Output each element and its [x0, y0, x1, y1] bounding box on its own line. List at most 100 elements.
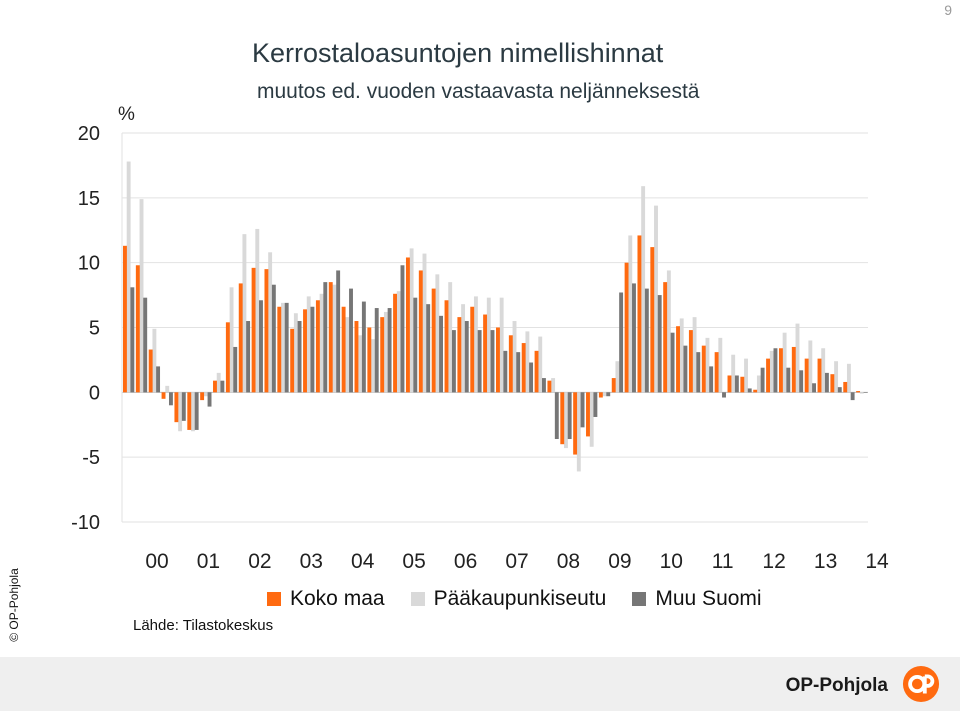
- x-tick-label: 04: [351, 550, 375, 573]
- bar-koko-maa: [637, 235, 642, 393]
- bar-pääkaupunkiseutu: [576, 392, 581, 472]
- x-tick-label: 09: [608, 550, 631, 573]
- bar-pääkaupunkiseutu: [396, 291, 401, 393]
- bar-muu-suomi: [837, 387, 842, 393]
- bar-koko-maa: [444, 300, 449, 393]
- bar-pääkaupunkiseutu: [602, 392, 607, 397]
- bar-koko-maa: [277, 306, 282, 393]
- bar-koko-maa: [753, 389, 758, 393]
- bar-koko-maa: [328, 282, 333, 393]
- bar-koko-maa: [676, 326, 680, 393]
- x-tick-label: 14: [865, 550, 889, 573]
- bar-pääkaupunkiseutu: [165, 385, 170, 393]
- bar-pääkaupunkiseutu: [178, 392, 183, 432]
- bar-pääkaupunkiseutu: [512, 321, 517, 393]
- bar-muu-suomi: [246, 321, 251, 393]
- bar-muu-suomi: [657, 295, 662, 393]
- x-tick-label: 02: [248, 550, 271, 573]
- bar-muu-suomi: [760, 367, 765, 393]
- x-tick-label: 13: [814, 550, 837, 573]
- bar-koko-maa: [791, 346, 796, 393]
- bar-muu-suomi: [323, 282, 328, 393]
- footer-bar: OP-Pohjola: [0, 657, 960, 711]
- bar-pääkaupunkiseutu: [564, 392, 568, 449]
- bar-pääkaupunkiseutu: [229, 287, 234, 393]
- bar-muu-suomi: [850, 392, 855, 401]
- bar-pääkaupunkiseutu: [499, 297, 504, 393]
- chart-title: Kerrostaloasuntojen nimellishinnat: [252, 38, 664, 68]
- x-tick-label: 10: [660, 550, 683, 573]
- bar-muu-suomi: [812, 383, 816, 393]
- bar-muu-suomi: [773, 348, 778, 393]
- bar-koko-maa: [213, 380, 217, 393]
- bar-koko-maa: [856, 391, 861, 393]
- y-tick-label: 5: [89, 318, 100, 340]
- bar-pääkaupunkiseutu: [782, 332, 787, 393]
- bar-koko-maa: [393, 293, 397, 393]
- legend-swatch: [632, 592, 647, 606]
- bar-koko-maa: [200, 392, 205, 401]
- bar-pääkaupunkiseutu: [692, 317, 697, 393]
- bar-muu-suomi: [734, 375, 739, 393]
- y-tick-label: 15: [78, 188, 100, 210]
- bar-koko-maa: [123, 245, 127, 393]
- bar-muu-suomi: [503, 350, 508, 393]
- x-tick-label: 07: [505, 550, 528, 573]
- bar-muu-suomi: [259, 300, 263, 393]
- legend-item-koko-maa: Koko maa: [267, 587, 385, 611]
- legend: Koko maa Pääkaupunkiseutu Muu Suomi: [267, 587, 788, 611]
- x-tick-label: 08: [557, 550, 580, 573]
- bar-muu-suomi: [439, 315, 443, 393]
- bar-koko-maa: [380, 317, 385, 393]
- bar-pääkaupunkiseutu: [808, 340, 813, 393]
- bar-koko-maa: [766, 358, 770, 393]
- bar-muu-suomi: [156, 366, 161, 393]
- bar-koko-maa: [586, 392, 590, 437]
- legend-item-paakaupunkiseutu: Pääkaupunkiseutu: [410, 587, 606, 611]
- bar-koko-maa: [778, 348, 783, 393]
- y-tick-label: 10: [78, 253, 100, 275]
- bar-muu-suomi: [863, 392, 868, 393]
- bar-pääkaupunkiseutu: [191, 392, 195, 432]
- bar-pääkaupunkiseutu: [281, 302, 285, 393]
- bar-koko-maa: [598, 392, 603, 398]
- bar-pääkaupunkiseutu: [126, 161, 131, 393]
- x-tick-label: 11: [712, 550, 734, 573]
- bar-muu-suomi: [541, 378, 546, 393]
- chart-subtitle: muutos ed. vuoden vastaavasta neljänneks…: [257, 80, 700, 103]
- y-axis-unit: %: [118, 104, 135, 125]
- bar-muu-suomi: [529, 362, 534, 393]
- bar-pääkaupunkiseutu: [538, 336, 543, 393]
- bar-koko-maa: [341, 306, 346, 393]
- x-tick-label: 01: [197, 550, 220, 573]
- bar-koko-maa: [740, 376, 745, 393]
- bar-muu-suomi: [632, 283, 636, 393]
- bar-koko-maa: [303, 309, 307, 393]
- bar-pääkaupunkiseutu: [795, 323, 800, 393]
- bar-muu-suomi: [349, 288, 353, 393]
- bar-pääkaupunkiseutu: [525, 331, 530, 393]
- bar-muu-suomi: [670, 332, 675, 393]
- y-axis-ticks: -10 -5 0 5 10 15 20: [71, 123, 100, 534]
- bar-pääkaupunkiseutu: [383, 311, 388, 393]
- bar-koko-maa: [315, 300, 320, 393]
- bar-koko-maa: [650, 247, 655, 393]
- bar-koko-maa: [688, 330, 693, 393]
- bar-koko-maa: [148, 349, 153, 393]
- bar-pääkaupunkiseutu: [139, 199, 144, 393]
- bar-koko-maa: [161, 392, 166, 399]
- bar-muu-suomi: [297, 321, 302, 393]
- bar-koko-maa: [843, 381, 848, 393]
- bar-koko-maa: [483, 314, 488, 393]
- brand-name: OP-Pohjola: [785, 675, 888, 696]
- bar-koko-maa: [560, 392, 565, 445]
- bar-pääkaupunkiseutu: [628, 235, 633, 393]
- bar-pääkaupunkiseutu: [859, 392, 864, 394]
- bar-muu-suomi: [747, 388, 752, 393]
- bar-koko-maa: [714, 352, 719, 393]
- bar-muu-suomi: [593, 392, 598, 417]
- bar-muu-suomi: [477, 330, 482, 393]
- bar-muu-suomi: [824, 372, 829, 393]
- bar-muu-suomi: [181, 392, 186, 421]
